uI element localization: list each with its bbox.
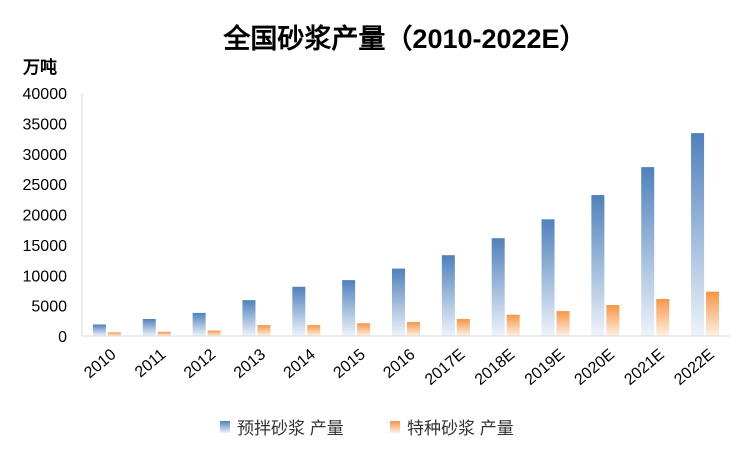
bar-special-2011	[158, 332, 171, 336]
x-tick-label: 2011	[132, 346, 169, 381]
legend-label-1: 特种砂浆 产量	[407, 419, 514, 438]
bar-premixed-2016	[392, 269, 405, 336]
bars	[93, 133, 719, 336]
bar-premixed-2012	[193, 313, 206, 336]
y-tick-label: 30000	[23, 147, 68, 164]
y-tick-label: 25000	[23, 177, 68, 194]
bar-special-2021E	[656, 299, 669, 336]
legend-swatch-0	[220, 421, 230, 433]
bar-premixed-2017E	[442, 255, 455, 336]
bar-premixed-2013	[242, 300, 255, 336]
bar-special-2020E	[606, 305, 619, 336]
y-axis: 0 5000 10000 15000 20000 25000 30000 35000 40000	[23, 86, 83, 346]
y-tick-label: 0	[58, 329, 67, 346]
x-tick-label: 2020E	[572, 346, 618, 389]
bar-premixed-2014	[292, 287, 305, 336]
bar-premixed-2011	[143, 319, 156, 336]
legend: 预拌砂浆 产量 特种砂浆 产量	[220, 419, 514, 438]
bar-special-2012	[208, 331, 221, 336]
legend-label-0: 预拌砂浆 产量	[237, 419, 344, 438]
x-tick-label: 2021E	[621, 346, 667, 389]
bar-premixed-2010	[93, 324, 106, 336]
x-tick-label: 2019E	[522, 346, 568, 389]
bar-premixed-2020E	[591, 195, 604, 336]
y-tick-label: 15000	[23, 238, 68, 255]
chart-title: 全国砂浆产量（2010-2022E）	[222, 23, 586, 54]
bar-premixed-2018E	[492, 238, 505, 336]
x-tick-label: 2016	[380, 346, 418, 382]
x-tick-label: 2012	[181, 346, 219, 382]
x-tick-label: 2017E	[422, 346, 468, 389]
y-tick-label: 5000	[31, 299, 67, 316]
chart: 全国砂浆产量（2010-2022E） 万吨 0 5000 10000 15000 200…	[0, 0, 750, 450]
x-tick-label: 2022E	[671, 346, 717, 389]
x-tick-label: 2014	[281, 346, 319, 382]
bar-special-2013	[257, 325, 270, 336]
x-tick-label: 2010	[81, 346, 119, 382]
y-tick-label: 20000	[23, 208, 68, 225]
x-tick-label: 2013	[231, 346, 269, 382]
bar-special-2016	[407, 322, 420, 336]
bar-premixed-2022E	[691, 133, 704, 336]
bar-special-2015	[357, 323, 370, 336]
bar-special-2022E	[706, 292, 719, 336]
y-axis-unit-label: 万吨	[22, 57, 57, 77]
x-tick-label: 2018E	[472, 346, 518, 389]
y-tick-label: 40000	[23, 86, 68, 103]
bar-premixed-2019E	[542, 219, 555, 336]
bar-special-2017E	[457, 319, 470, 336]
y-tick-label: 10000	[23, 268, 68, 285]
x-tick-label: 2015	[331, 346, 369, 382]
y-tick-label: 35000	[23, 116, 68, 133]
bar-special-2014	[307, 325, 320, 336]
bar-special-2018E	[507, 315, 520, 336]
bar-special-2010	[108, 332, 121, 336]
bar-premixed-2021E	[641, 167, 654, 336]
bar-special-2019E	[557, 311, 570, 336]
legend-swatch-1	[390, 421, 400, 433]
x-axis: 2010 2011 2012 2013 2014 2015 2016 2017E 2018E 20…	[81, 336, 730, 389]
bar-premixed-2015	[342, 280, 355, 336]
